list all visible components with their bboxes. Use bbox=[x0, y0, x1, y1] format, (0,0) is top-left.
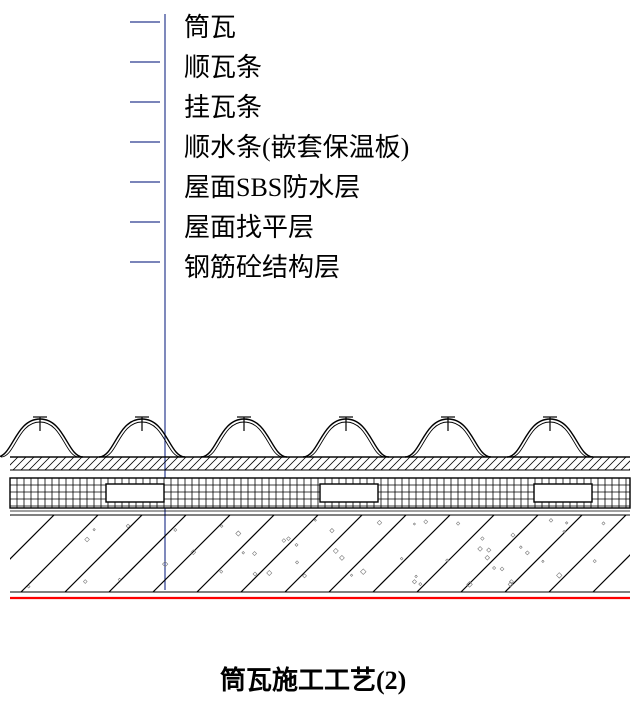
layer-label-0: 筒瓦 bbox=[184, 7, 236, 44]
layer-label-1: 顺瓦条 bbox=[184, 47, 262, 84]
layer-label-5: 屋面找平层 bbox=[184, 207, 314, 244]
layer-label-2: 挂瓦条 bbox=[184, 87, 262, 124]
layer-label-6: 钢筋砼结构层 bbox=[184, 247, 340, 284]
layer-label-3: 顺水条(嵌套保温板) bbox=[184, 127, 409, 164]
layer-label-4: 屋面SBS防水层 bbox=[184, 167, 360, 204]
figure-caption: 筒瓦施工工艺(2) bbox=[220, 660, 406, 697]
section-svg bbox=[0, 0, 640, 717]
diagram-canvas: 筒瓦 顺瓦条 挂瓦条 顺水条(嵌套保温板) 屋面SBS防水层 屋面找平层 钢筋砼… bbox=[0, 0, 640, 717]
